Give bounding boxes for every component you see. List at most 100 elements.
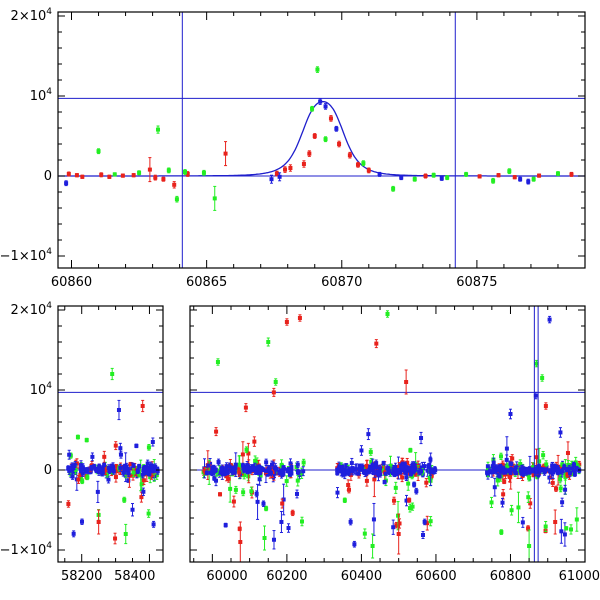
green-data-point [228, 486, 233, 491]
green-data-point [495, 478, 500, 483]
red-data-point [328, 116, 333, 121]
x-tick-label: 60870 [321, 275, 362, 290]
red-data-point [290, 510, 295, 515]
red-data-point [502, 479, 507, 484]
y-tick-label: 104 [30, 381, 53, 398]
x-tick-label: 60875 [456, 275, 497, 290]
blue-data-point [518, 177, 523, 182]
blue-data-point [562, 464, 567, 469]
blue-data-point [361, 470, 366, 475]
blue-data-point [264, 468, 269, 473]
blue-data-point [521, 468, 526, 473]
blue-data-point [500, 500, 505, 505]
blue-data-point [142, 467, 147, 472]
blue-data-point [219, 467, 224, 472]
blue-data-point [66, 466, 71, 471]
blue-data-point [555, 468, 560, 473]
blue-data-point [504, 446, 509, 451]
blue-data-point [567, 466, 572, 471]
green-data-point [242, 473, 247, 478]
blue-data-point [368, 464, 373, 469]
red-data-point [346, 482, 351, 487]
blue-data-point [323, 104, 328, 109]
blue-data-point [294, 491, 299, 496]
red-data-point [372, 477, 377, 482]
red-data-point [424, 480, 429, 485]
green-data-point [537, 459, 542, 464]
blue-data-point [512, 467, 517, 472]
red-data-point [252, 439, 257, 444]
green-data-point [509, 508, 514, 513]
blue-data-point [374, 461, 379, 466]
red-data-point [113, 536, 118, 541]
red-data-point [76, 477, 81, 482]
blue-data-point [279, 519, 284, 524]
blue-data-point [422, 464, 427, 469]
green-data-point [146, 511, 151, 516]
blue-data-point [570, 466, 575, 471]
blue-data-point [255, 499, 260, 504]
blue-data-point [562, 532, 567, 537]
blue-data-point [211, 470, 216, 475]
blue-data-point [344, 463, 349, 468]
blue-data-point [567, 470, 572, 475]
blue-data-point [399, 463, 404, 468]
blue-data-point [80, 471, 85, 476]
green-data-point [258, 473, 263, 478]
blue-data-point [95, 489, 100, 494]
blue-data-point [559, 529, 564, 534]
blue-data-point [100, 470, 105, 475]
blue-data-point [261, 501, 266, 506]
blue-data-point [247, 465, 252, 470]
green-data-point [301, 460, 306, 465]
red-data-point [102, 454, 107, 459]
green-data-point [368, 450, 373, 455]
blue-data-point [563, 487, 568, 492]
blue-data-point [536, 464, 541, 469]
blue-data-point [414, 489, 419, 494]
blue-data-point [137, 464, 142, 469]
red-data-point [139, 495, 144, 500]
green-data-point [464, 172, 469, 177]
blue-data-point [89, 465, 94, 470]
blue-data-point [286, 468, 291, 473]
blue-data-point [271, 537, 276, 542]
blue-data-point [224, 464, 229, 469]
red-data-point [202, 468, 207, 473]
blue-data-point [268, 471, 273, 476]
blue-data-point [301, 469, 306, 474]
green-data-point [361, 161, 366, 166]
green-data-point [362, 531, 367, 536]
blue-data-point [406, 467, 411, 472]
green-data-point [518, 461, 523, 466]
blue-data-point [371, 466, 376, 471]
green-data-point [531, 177, 536, 182]
x-tick-label: 60865 [186, 275, 227, 290]
blue-data-point [254, 491, 259, 496]
red-outlier-point [374, 341, 379, 346]
red-data-point [394, 523, 399, 528]
green-data-point [555, 171, 560, 176]
red-data-point [223, 151, 228, 156]
red-data-point [66, 501, 71, 506]
red-outlier-point [271, 390, 276, 395]
blue-data-point [544, 467, 549, 472]
green-data-point [80, 479, 85, 484]
red-data-point [153, 175, 158, 180]
blue-data-point [242, 468, 247, 473]
green-data-point [137, 170, 142, 175]
blue-data-point [151, 468, 156, 473]
blue-outlier-point [150, 440, 155, 444]
blue-data-point [286, 526, 291, 531]
green-data-point [574, 517, 579, 522]
green-data-point [499, 530, 504, 535]
green-data-point [412, 177, 417, 182]
blue-data-point [106, 465, 111, 470]
y-tick-label: 104 [30, 87, 53, 104]
blue-data-point [383, 471, 388, 476]
blue-data-point [564, 467, 569, 472]
blue-data-point [204, 470, 209, 475]
green-data-point [498, 454, 503, 459]
blue-data-point [408, 472, 413, 477]
blue-data-point [427, 463, 432, 468]
